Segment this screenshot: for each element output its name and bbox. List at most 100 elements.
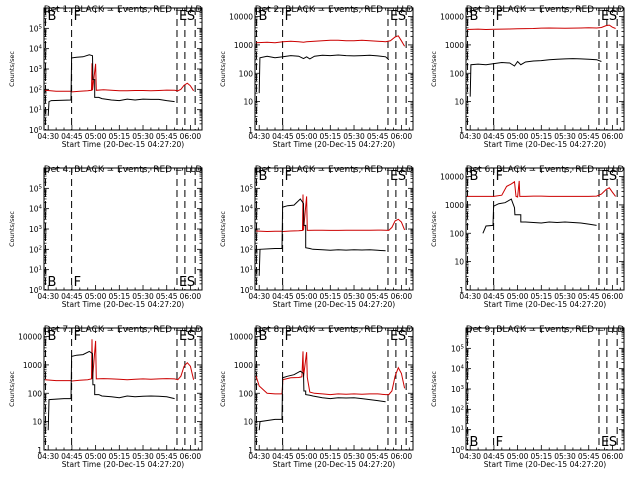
- y-tick-exponent: 3: [250, 225, 254, 231]
- series-lld-line: [256, 194, 406, 233]
- x-tick-label: 05:30: [343, 292, 365, 301]
- plot-frame: [254, 327, 414, 451]
- x-tick-label: 04:45: [483, 452, 505, 461]
- panel-title: Det 1: BLACK = Events, RED = LLD: [44, 5, 203, 15]
- x-axis-label: Start Time (20-Dec-15 04:27:20): [484, 300, 606, 309]
- x-tick-label: 04:45: [272, 452, 294, 461]
- y-axis-label: Counts/sec: [430, 211, 438, 247]
- y-tick-label: 10000: [229, 333, 253, 342]
- y-tick-label: 10000: [229, 13, 253, 22]
- y-tick-exponent: 0: [39, 126, 43, 132]
- marker-label-b: B: [259, 169, 268, 184]
- series-events-line: [47, 54, 175, 116]
- x-axis-label: Start Time (20-Dec-15 04:27:20): [484, 460, 606, 469]
- panel-title: Det 3: BLACK = Events, RED = LLD: [466, 5, 625, 15]
- x-tick-label: 06:00: [602, 132, 624, 141]
- x-tick-label: 05:30: [554, 292, 576, 301]
- x-tick-label: 05:15: [320, 132, 342, 141]
- x-tick-label: 04:30: [248, 452, 270, 461]
- x-tick-label: 06:00: [391, 452, 413, 461]
- y-tick-label: 105: [451, 344, 465, 353]
- y-tick-exponent: 2: [39, 85, 43, 91]
- x-tick-label: 05:15: [320, 452, 342, 461]
- marker-label-b: B: [470, 169, 479, 184]
- series-lld-line: [45, 63, 195, 93]
- x-tick-label: 06:00: [391, 292, 413, 301]
- y-tick-label: 102: [29, 245, 42, 254]
- x-tick-label: 04:30: [459, 132, 481, 141]
- marker-label-e: E: [390, 9, 398, 24]
- marker-label-f: F: [74, 329, 81, 344]
- marker-label-f: F: [285, 329, 292, 344]
- y-tick-label: 101: [29, 106, 42, 115]
- series-events-line: [469, 58, 602, 97]
- x-tick-label: 05:45: [156, 292, 178, 301]
- y-tick-exponent: 2: [39, 245, 43, 251]
- y-tick-exponent: 1: [250, 266, 254, 272]
- y-tick-exponent: 2: [250, 245, 254, 251]
- y-tick-label: 1000: [445, 201, 464, 210]
- x-axis-label: Start Time (20-Dec-15 04:27:20): [62, 140, 184, 149]
- marker-label-e: E: [601, 9, 609, 24]
- x-tick-label: 04:45: [61, 292, 83, 301]
- marker-label-e: E: [390, 329, 398, 344]
- y-axis-label: Counts/sec: [8, 51, 16, 87]
- x-tick-label: 05:15: [320, 292, 342, 301]
- panel-title: Det 5: BLACK = Events, RED = LLD: [255, 165, 414, 175]
- x-tick-label: 05:00: [507, 452, 529, 461]
- y-tick-label: 10000: [440, 13, 464, 22]
- plot-frame: [43, 167, 203, 291]
- y-tick-exponent: 4: [461, 365, 465, 371]
- x-tick-label: 05:00: [85, 132, 107, 141]
- x-tick-label: 05:00: [296, 132, 318, 141]
- series-events-line: [47, 350, 175, 431]
- y-axis-label: Counts/sec: [219, 371, 227, 407]
- marker-label-e: E: [601, 435, 609, 450]
- series-lld-line: [45, 339, 195, 382]
- y-tick-exponent: 3: [39, 225, 43, 231]
- y-tick-exponent: 0: [250, 286, 254, 292]
- x-tick-label: 04:30: [37, 132, 59, 141]
- y-tick-exponent: 0: [461, 446, 465, 452]
- y-tick-label: 1: [248, 126, 253, 135]
- x-tick-label: 05:45: [578, 292, 600, 301]
- marker-label-f: F: [496, 169, 503, 184]
- y-tick-exponent: 2: [461, 405, 465, 411]
- marker-label-b: B: [259, 329, 268, 344]
- y-tick-label: 1000: [234, 41, 253, 50]
- x-tick-label: 04:45: [483, 292, 505, 301]
- x-tick-label: 05:45: [156, 452, 178, 461]
- y-tick-label: 10: [243, 98, 253, 107]
- y-tick-label: 105: [240, 184, 254, 193]
- y-tick-exponent: 5: [461, 344, 465, 350]
- panel-title: Det 9: BLACK = Events, RED = LLD: [466, 325, 625, 335]
- series-events-line: [258, 370, 386, 431]
- y-tick-exponent: 1: [461, 426, 465, 432]
- series-lld-line: [467, 24, 616, 31]
- x-tick-label: 06:00: [602, 292, 624, 301]
- marker-label-s: S: [609, 169, 617, 184]
- y-tick-label: 103: [451, 385, 465, 394]
- marker-label-e: E: [179, 9, 187, 24]
- x-tick-label: 06:00: [180, 452, 202, 461]
- y-tick-label: 100: [239, 69, 254, 78]
- y-axis-label: Counts/sec: [219, 51, 227, 87]
- marker-label-s: S: [398, 329, 406, 344]
- plot-frame: [254, 7, 414, 131]
- y-tick-label: 1: [459, 126, 464, 135]
- x-axis-label: Start Time (20-Dec-15 04:27:20): [273, 300, 395, 309]
- x-tick-label: 06:00: [180, 132, 202, 141]
- x-tick-label: 05:45: [156, 132, 178, 141]
- x-tick-label: 05:30: [132, 132, 154, 141]
- x-tick-label: 04:30: [37, 452, 59, 461]
- y-tick-exponent: 5: [250, 184, 254, 190]
- marker-label-s: S: [187, 9, 195, 24]
- x-tick-label: 04:30: [459, 292, 481, 301]
- y-tick-exponent: 4: [39, 205, 43, 211]
- x-tick-label: 05:00: [507, 132, 529, 141]
- panel-det-8: Det 8: BLACK = Events, RED = LLD 1 10 100 10…: [219, 325, 414, 469]
- plot-frame: [465, 7, 625, 131]
- x-tick-label: 04:30: [248, 132, 270, 141]
- plot-frame: [43, 327, 203, 451]
- x-tick-label: 05:45: [367, 292, 389, 301]
